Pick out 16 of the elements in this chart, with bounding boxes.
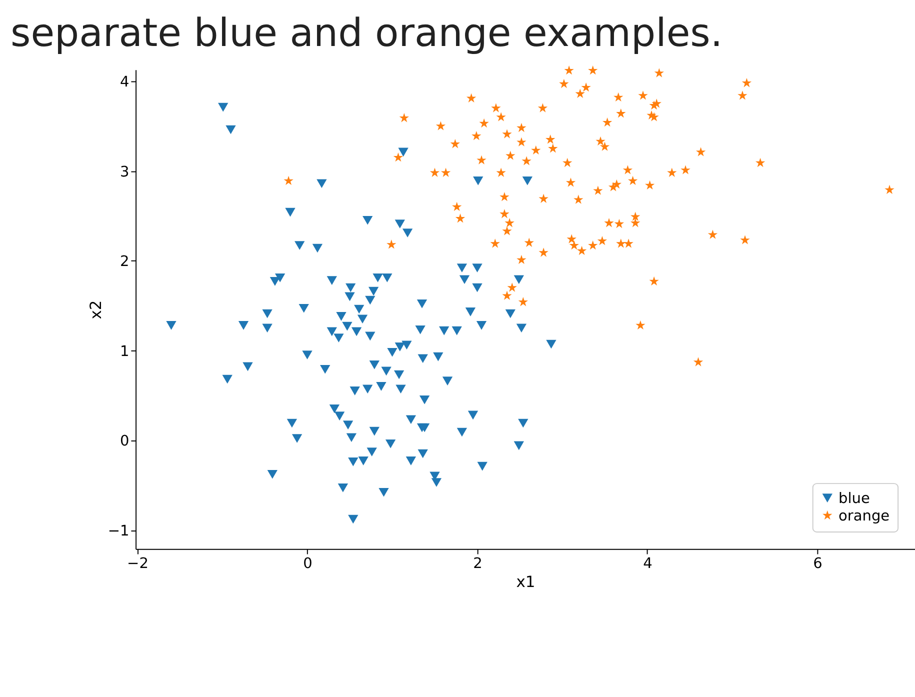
x-axis-title: x1 — [516, 573, 536, 592]
legend-label: blue — [838, 490, 870, 507]
y-tick-label: 1 — [120, 344, 130, 360]
x-tick-label: 2 — [473, 556, 482, 572]
y-tick-label: 3 — [120, 164, 130, 180]
y-tick-label: 2 — [120, 254, 130, 270]
y-axis-title: x2 — [87, 300, 106, 320]
y-tick-label: −1 — [108, 523, 130, 540]
x-tick-label: 6 — [813, 556, 822, 572]
y-tick-label: 4 — [120, 74, 130, 91]
chart-title: separate blue and orange examples. — [10, 11, 723, 56]
x-tick-label: −2 — [127, 556, 148, 572]
x-tick-label: 0 — [303, 556, 312, 572]
x-tick-label: 4 — [643, 556, 652, 572]
y-tick-label: 0 — [120, 434, 130, 450]
legend-label: orange — [838, 508, 890, 524]
